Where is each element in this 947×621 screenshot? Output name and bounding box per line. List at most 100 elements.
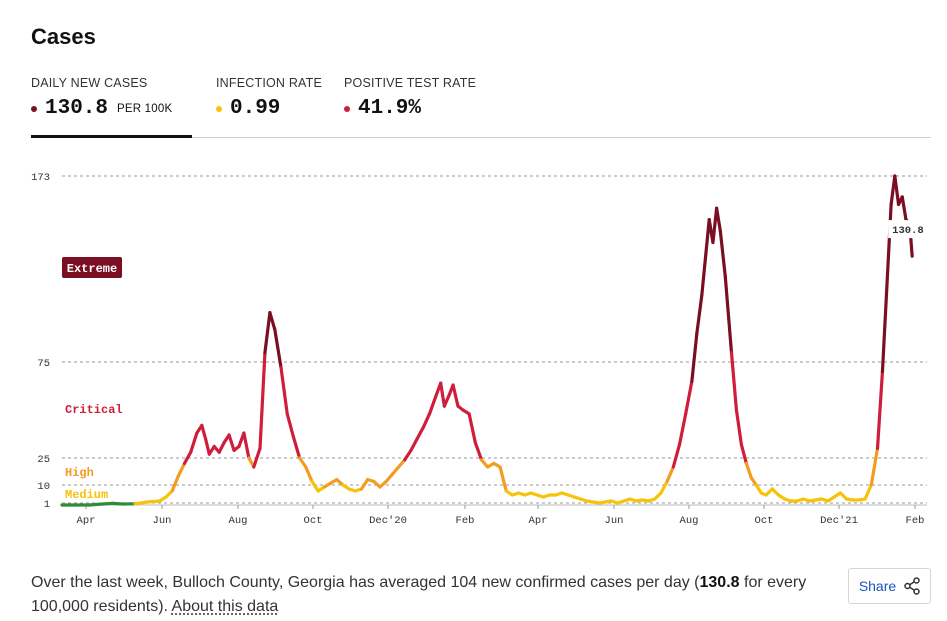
- series-segment: [409, 437, 419, 452]
- zone-high-label: High: [65, 466, 94, 480]
- section-title: Cases: [31, 24, 96, 49]
- series-segment: [297, 456, 308, 469]
- metric-tabs: DAILY NEW CASES 130.8 PER 100K INFECTION…: [31, 76, 931, 138]
- series-segment: [690, 331, 699, 383]
- series-segment: [700, 256, 708, 298]
- series-segment: [723, 274, 734, 355]
- summary-text: Over the last week, Bulloch County, Geor…: [31, 571, 821, 619]
- series-segment: [101, 501, 115, 506]
- zone-extreme-label: Extreme: [67, 262, 117, 276]
- x-tick-label: Oct: [755, 515, 774, 527]
- series-segment: [729, 350, 739, 412]
- series-segment: [203, 437, 211, 456]
- daily-cases-dot-icon: [31, 105, 37, 112]
- series-segment: [145, 499, 162, 504]
- series-segment: [217, 441, 226, 454]
- series-segment: [304, 465, 314, 483]
- x-tick-label: Dec'21: [820, 515, 858, 527]
- x-tick-label: Apr: [529, 515, 548, 527]
- series-segment: [703, 218, 711, 260]
- series-segment: [439, 381, 446, 408]
- series-segment: [242, 431, 251, 460]
- series-segment: [268, 311, 277, 332]
- series-segment: [734, 408, 743, 447]
- share-icon: [904, 577, 920, 595]
- y-tick-label: 1: [44, 499, 50, 511]
- zone-medium-label: Medium: [65, 488, 108, 502]
- series-segment: [467, 412, 477, 445]
- x-tick-label: Apr: [77, 515, 96, 527]
- last-value-label: 130.8: [892, 225, 924, 237]
- series-segment: [111, 501, 125, 506]
- series-segment: [189, 431, 199, 454]
- x-tick-label: Jun: [605, 515, 624, 527]
- metric-label: INFECTION RATE: [216, 76, 323, 90]
- series-segment: [659, 479, 669, 495]
- series-segment: [200, 423, 208, 441]
- series-segment: [403, 448, 413, 462]
- metric-value: 41.9%: [358, 97, 422, 120]
- series-segment: [182, 450, 193, 465]
- series-segment: [900, 195, 908, 222]
- series-segment: [451, 383, 460, 408]
- series-segment: [291, 435, 302, 460]
- x-tick-label: Feb: [906, 515, 925, 527]
- last-value-box: [888, 220, 935, 239]
- series-segment: [744, 461, 753, 480]
- series-segment: [671, 442, 682, 469]
- metric-value: 0.99: [230, 97, 281, 120]
- metric-label: DAILY NEW CASES: [31, 76, 148, 90]
- series-segment: [875, 370, 885, 450]
- share-button[interactable]: Share: [848, 568, 931, 604]
- x-tick-label: Jun: [153, 515, 172, 527]
- series-segment: [415, 425, 425, 441]
- series-segment: [473, 441, 484, 462]
- series-segment: [176, 461, 187, 478]
- infection-rate-dot-icon: [216, 105, 222, 112]
- share-label: Share: [858, 578, 897, 594]
- positive-rate-dot-icon: [344, 105, 350, 112]
- series-segment: [715, 206, 722, 233]
- y-tick-label: 25: [37, 454, 50, 466]
- zone-critical-label: Critical: [65, 403, 123, 417]
- series-segment: [273, 328, 283, 370]
- series-segment: [427, 394, 438, 416]
- summary-highlight: 130.8: [699, 574, 740, 591]
- metric-unit: PER 100K: [117, 102, 173, 115]
- tab-infection-rate[interactable]: INFECTION RATE 0.99: [216, 76, 331, 138]
- series-segment: [695, 293, 704, 336]
- y-tick-label: 10: [37, 481, 50, 493]
- x-tick-label: Aug: [680, 515, 699, 527]
- summary-part: Over the last week, Bulloch County, Geor…: [31, 574, 700, 591]
- series-segment: [863, 483, 873, 501]
- series-segment: [677, 412, 688, 447]
- series-segment: [279, 366, 289, 416]
- series-segment: [893, 174, 901, 207]
- series-segment: [498, 465, 508, 493]
- y-tick-label: 173: [31, 172, 50, 184]
- metric-value: 130.8: [45, 97, 109, 120]
- x-tick-label: Aug: [229, 515, 248, 527]
- series-segment: [359, 478, 370, 491]
- metric-label: POSITIVE TEST RATE: [344, 76, 477, 90]
- x-tick-label: Dec'20: [369, 515, 407, 527]
- tab-positive-test-rate[interactable]: POSITIVE TEST RATE 41.9%: [344, 76, 484, 138]
- series-segment: [665, 465, 675, 483]
- about-data-link[interactable]: About this data: [171, 598, 279, 615]
- cases-chart: 1 10 25 75 173 Apr Jun Aug Oct Dec'20 Feb Apr Jun Aug…: [31, 172, 935, 527]
- tab-daily-new-cases[interactable]: DAILY NEW CASES 130.8 PER 100K: [31, 76, 192, 138]
- series-segment: [252, 446, 262, 469]
- series-segment: [442, 393, 451, 408]
- series-segment: [718, 229, 727, 279]
- series-segment: [258, 350, 267, 450]
- summary-part: for every 100,000 residents).: [31, 574, 807, 615]
- series-segment: [87, 502, 105, 507]
- x-tick-label: Oct: [304, 515, 323, 527]
- series-segment: [739, 442, 748, 465]
- zone-extreme-badge: [62, 257, 122, 278]
- series-segment: [684, 379, 694, 416]
- series-segment: [227, 433, 236, 452]
- series-segment: [170, 474, 180, 493]
- series-segment: [880, 274, 890, 374]
- series-segment: [421, 412, 432, 429]
